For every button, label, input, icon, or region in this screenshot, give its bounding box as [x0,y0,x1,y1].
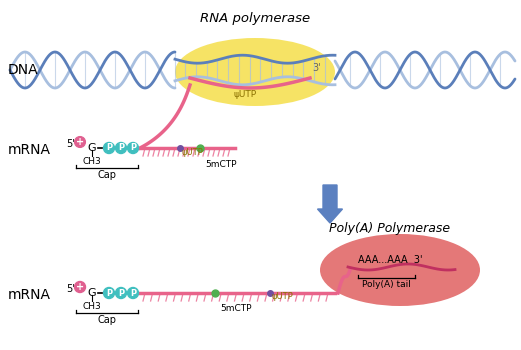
Text: Cap: Cap [97,315,117,325]
Text: ψUTP: ψUTP [234,90,257,99]
Text: mRNA: mRNA [8,143,51,157]
Text: Poly(A) Polymerase: Poly(A) Polymerase [329,222,451,235]
Text: Poly(A) tail: Poly(A) tail [362,280,411,289]
Ellipse shape [175,38,335,106]
Circle shape [128,287,139,299]
Text: ψUTP: ψUTP [272,292,294,301]
Circle shape [75,281,85,293]
Circle shape [128,142,139,154]
Text: 5mCTP: 5mCTP [205,160,237,169]
Text: +: + [76,137,84,147]
Text: 5mCTP: 5mCTP [220,304,252,313]
Circle shape [116,142,127,154]
Text: 5': 5' [66,139,75,149]
Text: G: G [88,143,96,153]
Text: ψUTP: ψUTP [182,148,204,157]
Ellipse shape [320,234,480,306]
Text: G: G [88,288,96,298]
Text: P: P [118,288,124,298]
Text: CH3: CH3 [83,302,102,311]
Text: mRNA: mRNA [8,288,51,302]
Text: RNA polymerase: RNA polymerase [200,12,310,25]
Text: Cap: Cap [97,170,117,180]
Text: P: P [106,288,112,298]
Text: AAA...AAA  3': AAA...AAA 3' [358,255,422,265]
Text: P: P [130,288,136,298]
Text: CH3: CH3 [83,157,102,166]
Text: 3': 3' [312,63,320,73]
Text: +: + [76,282,84,292]
Text: 5': 5' [66,284,75,294]
FancyArrow shape [317,185,342,223]
Circle shape [75,136,85,147]
Text: P: P [106,144,112,153]
Text: P: P [118,144,124,153]
Text: P: P [130,144,136,153]
Circle shape [104,142,115,154]
Text: DNA: DNA [8,63,39,77]
Circle shape [104,287,115,299]
Circle shape [116,287,127,299]
